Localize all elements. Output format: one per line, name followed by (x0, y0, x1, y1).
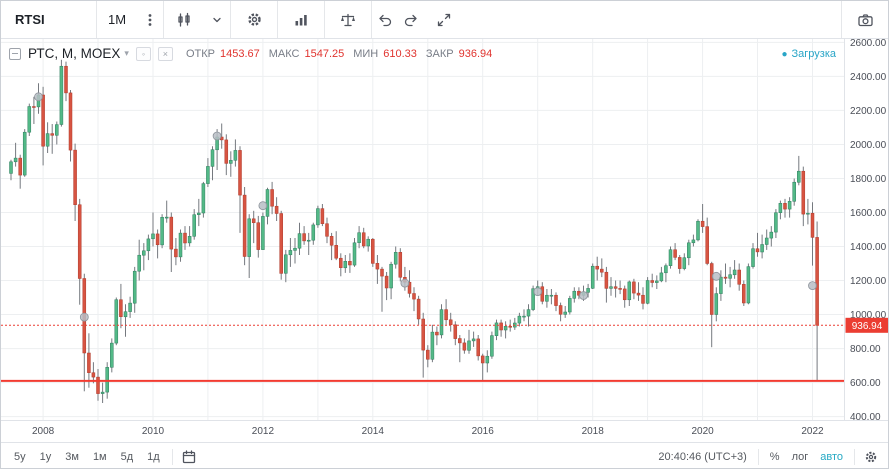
scale-settings-button[interactable] (860, 444, 882, 469)
svg-text:2200.00: 2200.00 (850, 106, 887, 117)
bottom-toolbar: 5у 1у 3м 1м 5д 1д 20:40:46 (UTC+3) % лог… (1, 442, 888, 469)
chart-style-button[interactable] (164, 1, 204, 38)
calendar-icon (182, 449, 195, 463)
loading-dot-icon: ● (781, 48, 788, 60)
loading-label: Загрузка (791, 48, 836, 60)
svg-text:2000.00: 2000.00 (850, 140, 887, 151)
fullscreen-icon (437, 13, 451, 26)
svg-text:1000.00: 1000.00 (850, 310, 887, 321)
go-to-date-button[interactable] (178, 444, 200, 469)
symbol-label: RTSI (15, 12, 45, 27)
toolbar-divider (163, 1, 164, 38)
auto-scale-button[interactable]: авто (820, 450, 843, 463)
log-scale-button[interactable]: лог (791, 450, 809, 463)
loading-status: ● Загрузка (781, 48, 836, 60)
legend-title[interactable]: РТС, М, MOEX (28, 46, 121, 61)
top-toolbar: RTSI 1M (1, 1, 888, 39)
svg-text:2400.00: 2400.00 (850, 72, 887, 83)
camera-icon (857, 13, 873, 26)
svg-text:800.00: 800.00 (850, 344, 881, 355)
svg-text:936.94: 936.94 (852, 321, 883, 332)
legend-chevron-down-icon[interactable]: ▾ (124, 48, 129, 58)
svg-text:400.00: 400.00 (850, 412, 881, 423)
legend-close-button[interactable]: × (157, 46, 173, 61)
toolbar-divider (324, 1, 325, 38)
fullscreen-button[interactable] (424, 1, 464, 38)
low-value: 610.33 (383, 47, 417, 60)
svg-text:2016: 2016 (472, 426, 495, 437)
svg-text:2010: 2010 (142, 426, 165, 437)
candlestick-style-icon (178, 12, 190, 27)
range-button-1y[interactable]: 1у (39, 450, 52, 463)
close-value: 936.94 (458, 47, 493, 60)
high-label: МАКС (268, 47, 300, 60)
indicators-button[interactable] (278, 1, 324, 38)
redo-button[interactable] (398, 1, 424, 38)
chart-style-dropdown[interactable] (204, 1, 230, 38)
bottom-divider (757, 448, 759, 465)
toolbar-divider (841, 1, 842, 38)
chevron-down-icon (213, 17, 221, 22)
toolbar-divider (277, 1, 278, 38)
svg-text:2008: 2008 (32, 426, 55, 437)
interval-button[interactable]: 1M (107, 12, 127, 27)
svg-text:2018: 2018 (582, 426, 605, 437)
svg-text:2012: 2012 (252, 426, 275, 437)
candlestick-chart[interactable]: 2600.00 2400.00 2200.00 2000.00 1800.00 1600.… (1, 39, 888, 442)
bottom-divider (171, 448, 173, 465)
bottom-divider (854, 448, 855, 465)
svg-text:2014: 2014 (362, 426, 385, 437)
more-vertical-icon (148, 13, 152, 26)
range-button-1d[interactable]: 1д (147, 450, 160, 463)
svg-text:1600.00: 1600.00 (850, 208, 887, 219)
range-button-5d[interactable]: 5д (120, 450, 134, 463)
screenshot-button[interactable] (842, 1, 888, 38)
high-value: 1547.25 (304, 47, 345, 60)
toolbar-divider (371, 1, 372, 38)
svg-text:1200.00: 1200.00 (850, 276, 887, 287)
range-button-1m[interactable]: 1м (92, 450, 107, 463)
ohlc-readout: ОТКР 1453.67 МАКС 1547.25 МИН 610.33 ЗАК… (186, 48, 496, 60)
undo-icon (379, 14, 392, 26)
indicators-icon (295, 14, 307, 25)
close-label: ЗАКР (425, 47, 454, 60)
redo-icon (404, 14, 417, 26)
open-label: ОТКР (185, 47, 215, 60)
range-button-5y[interactable]: 5у (14, 450, 26, 463)
legend-collapse-icon[interactable] (9, 47, 21, 60)
chart-area: 2600.00 2400.00 2200.00 2000.00 1800.00 1600.… (1, 39, 888, 442)
range-button-3m[interactable]: 3м (65, 450, 79, 463)
toolbar-divider (230, 1, 231, 38)
percent-scale-button[interactable]: % (769, 450, 780, 463)
clock[interactable]: 20:40:46 (UTC+3) (658, 450, 747, 463)
open-value: 1453.67 (219, 47, 260, 60)
svg-text:1400.00: 1400.00 (850, 242, 887, 253)
chart-settings-button[interactable] (231, 1, 277, 38)
svg-text:2020: 2020 (691, 426, 714, 437)
svg-text:1800.00: 1800.00 (850, 174, 887, 185)
svg-text:2022: 2022 (801, 426, 824, 437)
interval-more-button[interactable] (137, 1, 163, 38)
compare-scales-icon (341, 13, 355, 26)
symbol-search-box[interactable]: RTSI (1, 1, 97, 38)
svg-text:600.00: 600.00 (850, 378, 881, 389)
svg-text:2600.00: 2600.00 (850, 39, 887, 49)
undo-button[interactable] (372, 1, 398, 38)
gear-icon (247, 13, 261, 26)
chart-legend: РТС, М, MOEX ▾ ◦ × ОТКР 1453.67 МАКС 154… (9, 46, 496, 61)
gear-icon (865, 451, 877, 462)
legend-eye-button[interactable]: ◦ (135, 46, 151, 61)
compare-button[interactable] (325, 1, 371, 38)
low-label: МИН (353, 47, 379, 60)
